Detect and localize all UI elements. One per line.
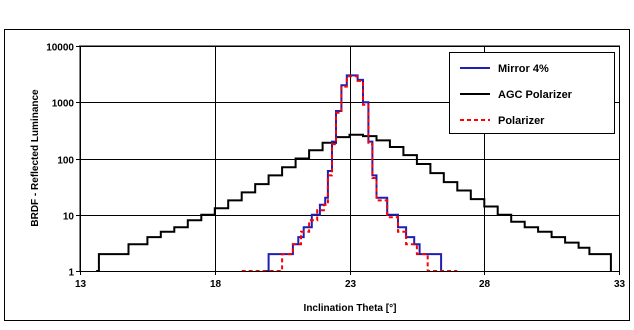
x-tick-label: 18 — [210, 279, 222, 290]
axes — [76, 46, 620, 275]
y-tick-label: 1 — [68, 268, 74, 279]
legend-label-mirror: Mirror 4% — [498, 63, 549, 75]
x-tick-label: 23 — [345, 279, 357, 290]
y-tick-label: 1000 — [52, 99, 75, 110]
x-tick-label: 28 — [479, 279, 491, 290]
legend-label-agc-polarizer: AGC Polarizer — [498, 89, 573, 101]
legend: Mirror 4% AGC Polarizer Polarizer — [449, 52, 615, 134]
y-tick-label: 10000 — [46, 43, 74, 54]
x-tick-label: 33 — [614, 279, 626, 290]
x-tick-labels: 13 18 23 28 33 — [75, 279, 626, 290]
y-tick-labels: 1 10 100 1000 10000 — [46, 43, 74, 279]
y-tick-label: 100 — [57, 156, 74, 167]
x-tick-label: 13 — [75, 279, 87, 290]
x-axis-label: Inclination Theta [°] — [304, 303, 397, 314]
y-axis-label: BRDF - Reflected Luminance — [30, 89, 41, 227]
series-line-agc-polarizer — [96, 133, 612, 272]
series-layer — [96, 74, 612, 272]
y-tick-label: 10 — [63, 212, 75, 223]
legend-label-polarizer: Polarizer — [498, 115, 545, 127]
